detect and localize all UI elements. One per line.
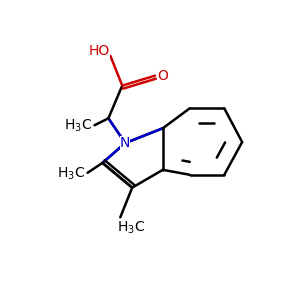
Text: HO: HO bbox=[89, 44, 110, 58]
Text: $\mathregular{H_3C}$: $\mathregular{H_3C}$ bbox=[117, 219, 146, 236]
Text: $\mathregular{H_3C}$: $\mathregular{H_3C}$ bbox=[56, 166, 85, 182]
Text: N: N bbox=[120, 136, 130, 150]
Text: O: O bbox=[158, 69, 168, 83]
Text: $\mathregular{H_3C}$: $\mathregular{H_3C}$ bbox=[64, 118, 92, 134]
